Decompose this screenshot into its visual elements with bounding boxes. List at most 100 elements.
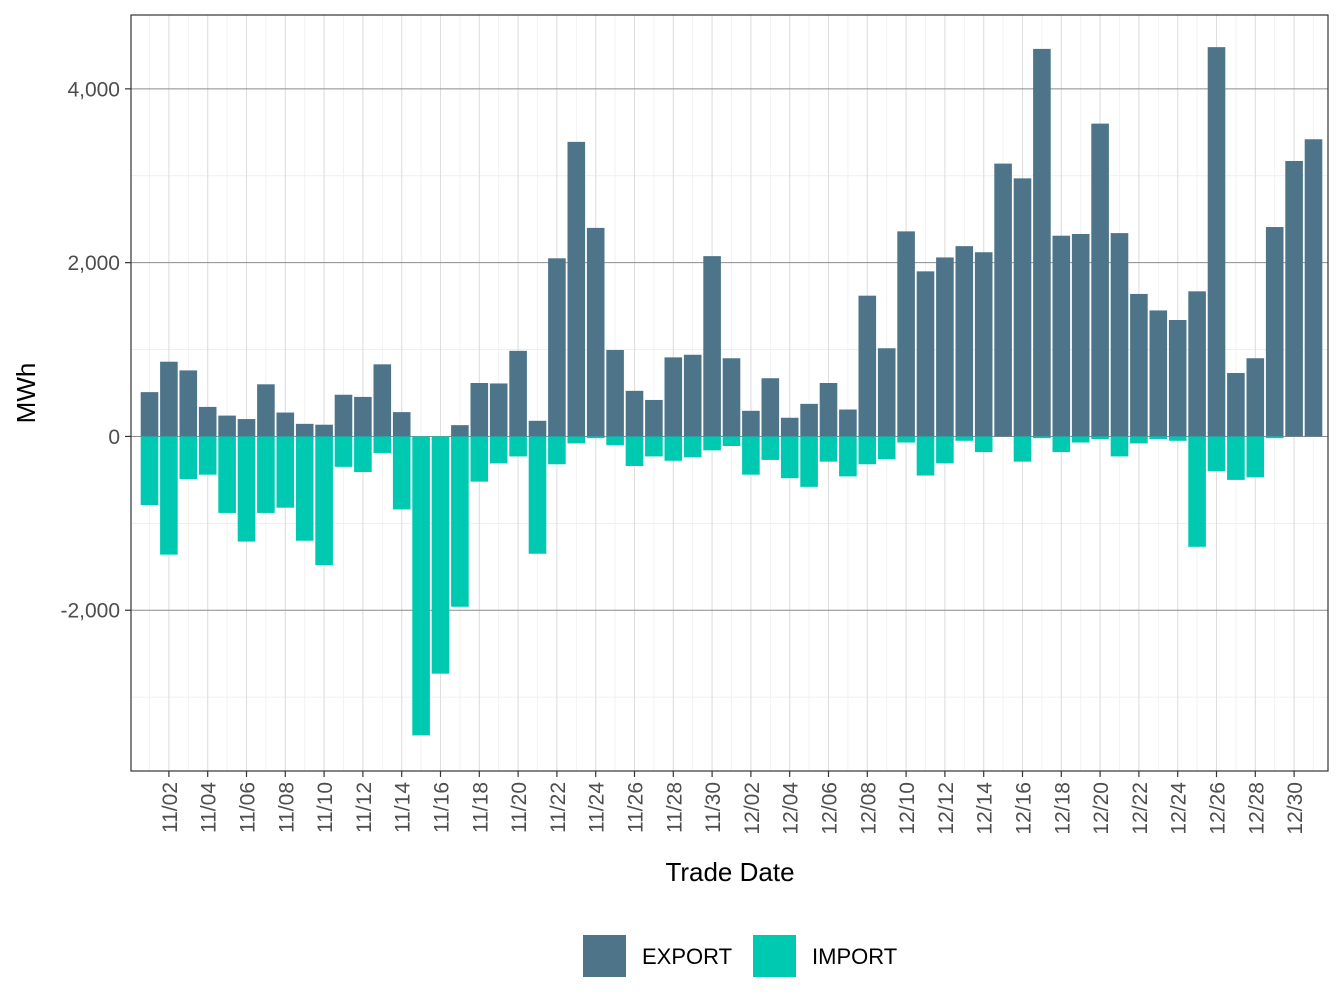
legend-label-export: EXPORT xyxy=(642,944,732,969)
bar-export-11-06 xyxy=(237,419,256,437)
y-tick-label: -2,000 xyxy=(60,600,120,623)
bar-import-11-29 xyxy=(683,436,702,458)
bar-import-12-14 xyxy=(974,436,993,453)
bar-export-12-30 xyxy=(1285,160,1303,437)
bar-import-11-04 xyxy=(198,436,217,475)
bar-export-12-02 xyxy=(742,410,760,437)
bar-export-11-18 xyxy=(470,383,489,437)
bar-import-12-07 xyxy=(839,436,857,477)
bar-export-11-05 xyxy=(218,415,236,437)
bar-import-11-19 xyxy=(489,436,508,464)
legend-label-import: IMPORT xyxy=(812,944,897,969)
bar-export-11-25 xyxy=(606,349,624,437)
bar-import-12-06 xyxy=(819,436,838,462)
bar-import-12-12 xyxy=(936,436,954,464)
bar-export-11-12 xyxy=(354,396,372,437)
bar-import-11-20 xyxy=(509,436,527,457)
bar-import-11-01 xyxy=(140,436,159,506)
bar-import-12-25 xyxy=(1188,436,1206,547)
x-tick-label: 11/06 xyxy=(237,782,260,833)
bar-export-12-19 xyxy=(1071,233,1090,437)
bar-import-11-06 xyxy=(237,436,256,542)
x-tick-label: 11/10 xyxy=(314,782,337,833)
x-tick-label: 11/18 xyxy=(469,782,492,833)
bar-export-11-13 xyxy=(373,364,392,437)
bar-import-12-19 xyxy=(1071,436,1090,443)
x-tick-label: 12/10 xyxy=(896,782,919,835)
bar-export-12-16 xyxy=(1013,178,1032,437)
bar-export-12-07 xyxy=(839,409,857,437)
bar-import-11-05 xyxy=(218,436,236,513)
bar-export-12-24 xyxy=(1168,320,1187,437)
x-tick-label: 11/14 xyxy=(392,782,415,833)
bar-export-12-01 xyxy=(722,358,741,437)
bar-export-11-29 xyxy=(683,354,702,437)
x-tick-label: 11/20 xyxy=(508,782,531,833)
bar-export-12-17 xyxy=(1033,48,1051,437)
x-tick-label: 12/24 xyxy=(1168,782,1191,835)
bar-export-11-10 xyxy=(315,424,333,437)
x-tick-label: 12/06 xyxy=(819,782,842,835)
bar-import-12-18 xyxy=(1052,436,1071,453)
x-tick-label: 12/28 xyxy=(1245,782,1268,835)
bar-import-12-01 xyxy=(722,436,741,447)
bar-import-11-10 xyxy=(315,436,333,566)
y-axis: -2,000 0 2,000 4,000 xyxy=(60,78,131,623)
bar-export-11-24 xyxy=(586,227,605,437)
x-tick-label: 12/04 xyxy=(780,782,803,835)
bar-import-12-10 xyxy=(897,436,915,443)
bar-export-11-17 xyxy=(451,425,469,437)
bar-import-11-07 xyxy=(257,436,275,513)
bar-import-11-23 xyxy=(567,436,586,444)
legend-swatch-export xyxy=(583,935,626,977)
x-tick-label: 12/08 xyxy=(857,782,880,835)
bar-export-12-12 xyxy=(936,257,954,437)
bar-export-12-05 xyxy=(800,403,818,437)
panel-border xyxy=(130,14,1329,772)
bar-export-12-10 xyxy=(897,231,915,437)
bar-export-12-13 xyxy=(955,246,974,437)
x-tick-label: 11/24 xyxy=(586,782,609,833)
bar-import-11-08 xyxy=(276,436,295,508)
bar-import-12-27 xyxy=(1227,436,1245,480)
bar-export-11-19 xyxy=(489,383,508,437)
bar-import-12-22 xyxy=(1130,436,1148,444)
bar-export-11-22 xyxy=(548,258,566,437)
bar-import-12-20 xyxy=(1091,436,1109,440)
x-tick-label: 11/08 xyxy=(275,782,298,833)
y-tick-label: 4,000 xyxy=(67,78,120,101)
x-tick-label: 11/26 xyxy=(625,782,648,833)
bar-export-11-28 xyxy=(664,357,683,437)
bar-export-11-14 xyxy=(392,412,411,437)
x-tick-label: 12/16 xyxy=(1013,782,1036,835)
bar-import-11-24 xyxy=(586,436,605,439)
bar-export-12-31 xyxy=(1304,139,1323,437)
legend: EXPORT IMPORT xyxy=(583,935,897,977)
x-tick-label: 11/16 xyxy=(431,782,454,833)
bar-export-12-14 xyxy=(974,252,993,437)
x-tick-label: 11/22 xyxy=(547,782,570,833)
bar-import-11-15 xyxy=(412,436,430,736)
y-axis-title: MWh xyxy=(11,363,41,424)
bar-export-12-03 xyxy=(761,378,780,437)
bar-import-11-30 xyxy=(703,436,721,451)
bar-import-12-28 xyxy=(1246,436,1265,478)
bar-export-12-26 xyxy=(1207,47,1226,437)
x-tick-label: 12/14 xyxy=(974,782,997,835)
bar-import-11-13 xyxy=(373,436,392,453)
bar-import-11-17 xyxy=(451,436,469,607)
bar-import-12-03 xyxy=(761,436,780,460)
x-axis-title: Trade Date xyxy=(665,857,794,887)
bar-export-12-04 xyxy=(780,417,799,437)
bars xyxy=(140,47,1323,736)
bar-export-11-23 xyxy=(567,141,586,437)
x-tick-label: 12/20 xyxy=(1090,782,1113,835)
x-tick-label: 12/30 xyxy=(1284,782,1307,835)
bar-import-12-11 xyxy=(916,436,935,476)
bar-import-12-17 xyxy=(1033,436,1051,439)
x-tick-label: 12/18 xyxy=(1051,782,1074,835)
bar-export-11-07 xyxy=(257,384,275,437)
x-tick-label: 12/12 xyxy=(935,782,958,835)
bar-export-12-23 xyxy=(1149,310,1168,437)
bar-export-11-02 xyxy=(160,361,178,437)
